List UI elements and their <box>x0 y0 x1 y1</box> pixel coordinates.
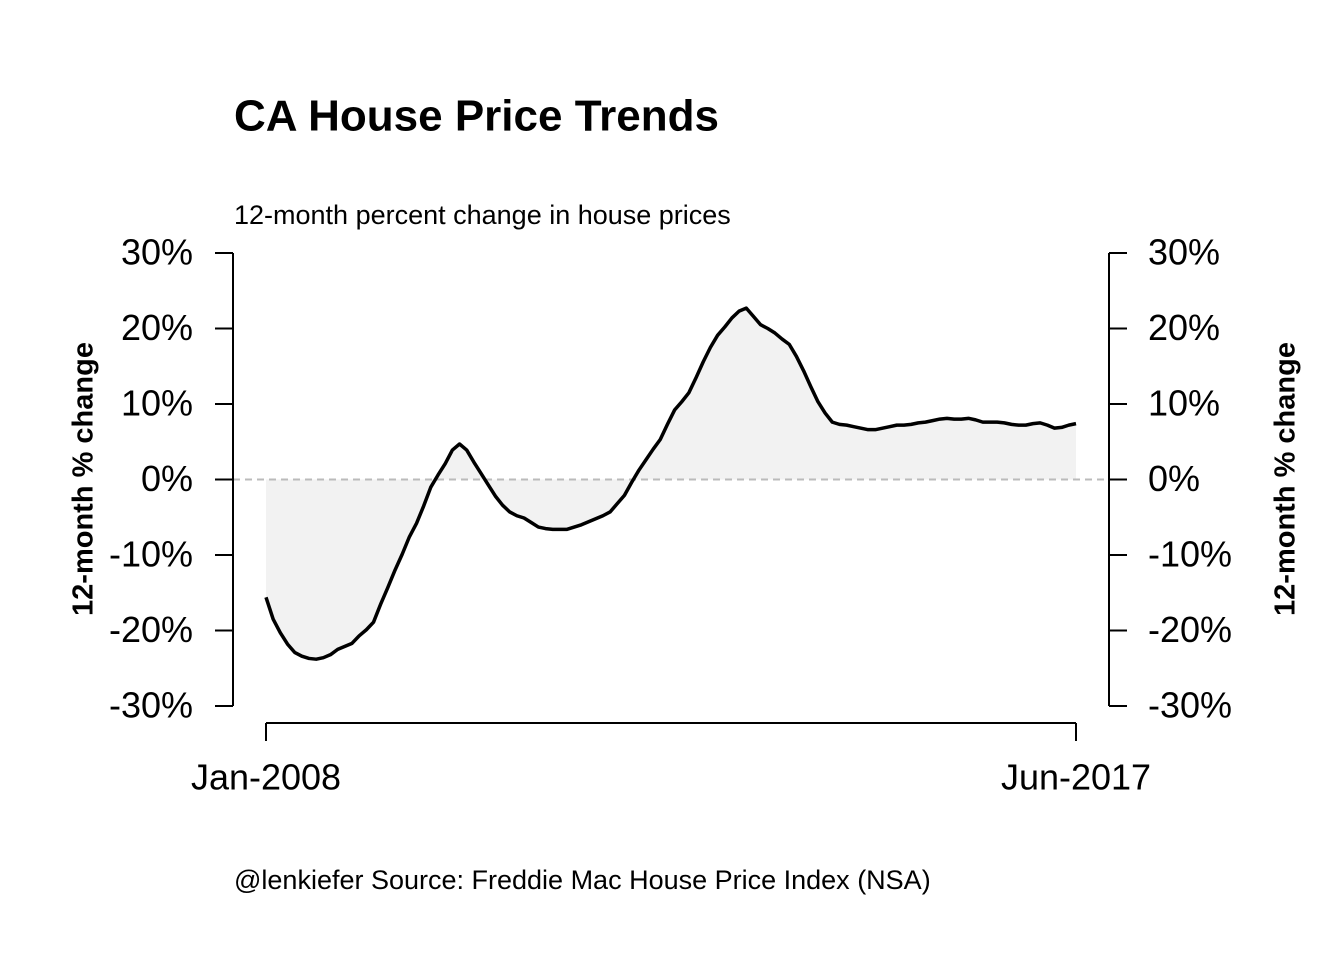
y2-tick-label: 10% <box>1148 383 1220 424</box>
y-tick-label: -20% <box>109 609 193 650</box>
y2-tick-label: 20% <box>1148 307 1220 348</box>
chart-subtitle: 12-month percent change in house prices <box>234 200 731 230</box>
x-tick-label: Jan-2008 <box>191 757 341 798</box>
x-tick-label: Jun-2017 <box>1001 757 1151 798</box>
y-tick-label: 30% <box>121 232 193 273</box>
y-tick-label: 10% <box>121 383 193 424</box>
y2-tick-label: 0% <box>1148 458 1200 499</box>
y-tick-label: -10% <box>109 534 193 575</box>
y2-tick-label: 30% <box>1148 232 1220 273</box>
line <box>264 306 1077 661</box>
y-tick-label: 20% <box>121 307 193 348</box>
chart-title: CA House Price Trends <box>234 92 719 141</box>
area-fill <box>266 308 1076 660</box>
source-note: @lenkiefer Source: Freddie Mac House Pri… <box>234 865 931 895</box>
y2-tick-label: -20% <box>1148 609 1232 650</box>
y-axis-label: 12-month % change <box>68 342 100 616</box>
y2-axis-label: 12-month % change <box>1270 342 1302 616</box>
y-tick-label: -30% <box>109 685 193 726</box>
y2-tick-label: -30% <box>1148 685 1232 726</box>
y-tick-label: 0% <box>141 458 193 499</box>
y2-tick-label: -10% <box>1148 534 1232 575</box>
